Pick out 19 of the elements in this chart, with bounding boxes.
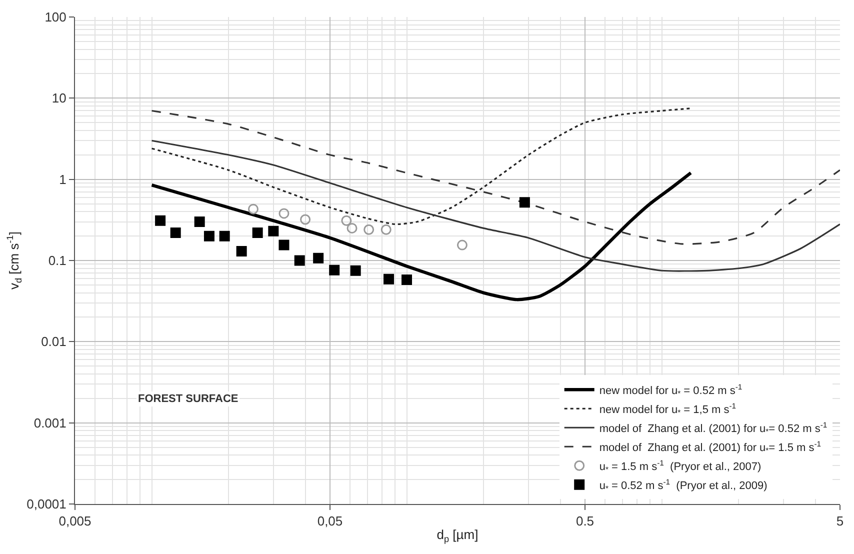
legend-label: u$_{*}$ = 1.5 m s$^{-1}$ (Pryor et al., 2007) [599, 458, 762, 474]
legend-label: new model for u$_{*}$ = 0.52 m s$^{-1}$ [599, 382, 742, 398]
y-tick-label: 0.001 [34, 415, 66, 430]
annotation: FOREST SURFACE [138, 393, 238, 405]
x-tick-label: 5 [836, 514, 844, 529]
y-tick-label: 0,0001 [26, 496, 66, 512]
y-tick-label: 1 [59, 172, 66, 187]
legend-label: model of Zhang et al. (2001) for u$_{*}$= 0.52 m s$^{-1}$ [599, 420, 828, 436]
x-axis-title: d$_{p}$ [µm] [436, 527, 478, 544]
y-tick-label: 0.1 [48, 253, 66, 268]
legend-label: model of Zhang et al. (2001) for u$_{*}$= 1.5 m s$^{-1}$ [599, 439, 822, 456]
legend-label: new model for u$_{*}$ = 1,5 m s$^{-1}$ [599, 401, 736, 418]
y-tick-label: 100 [44, 10, 66, 25]
y-tick-label: 0.01 [41, 334, 66, 350]
x-tick-label: 0,005 [58, 514, 92, 529]
x-tick-label: 0,05 [317, 514, 343, 529]
y-tick-label: 10 [52, 90, 66, 106]
legend-label: u$_{*}$ = 0.52 m s$^{-1}$ (Pryor et al., 2009) [599, 477, 768, 494]
x-tick-label: 0.5 [576, 514, 594, 529]
